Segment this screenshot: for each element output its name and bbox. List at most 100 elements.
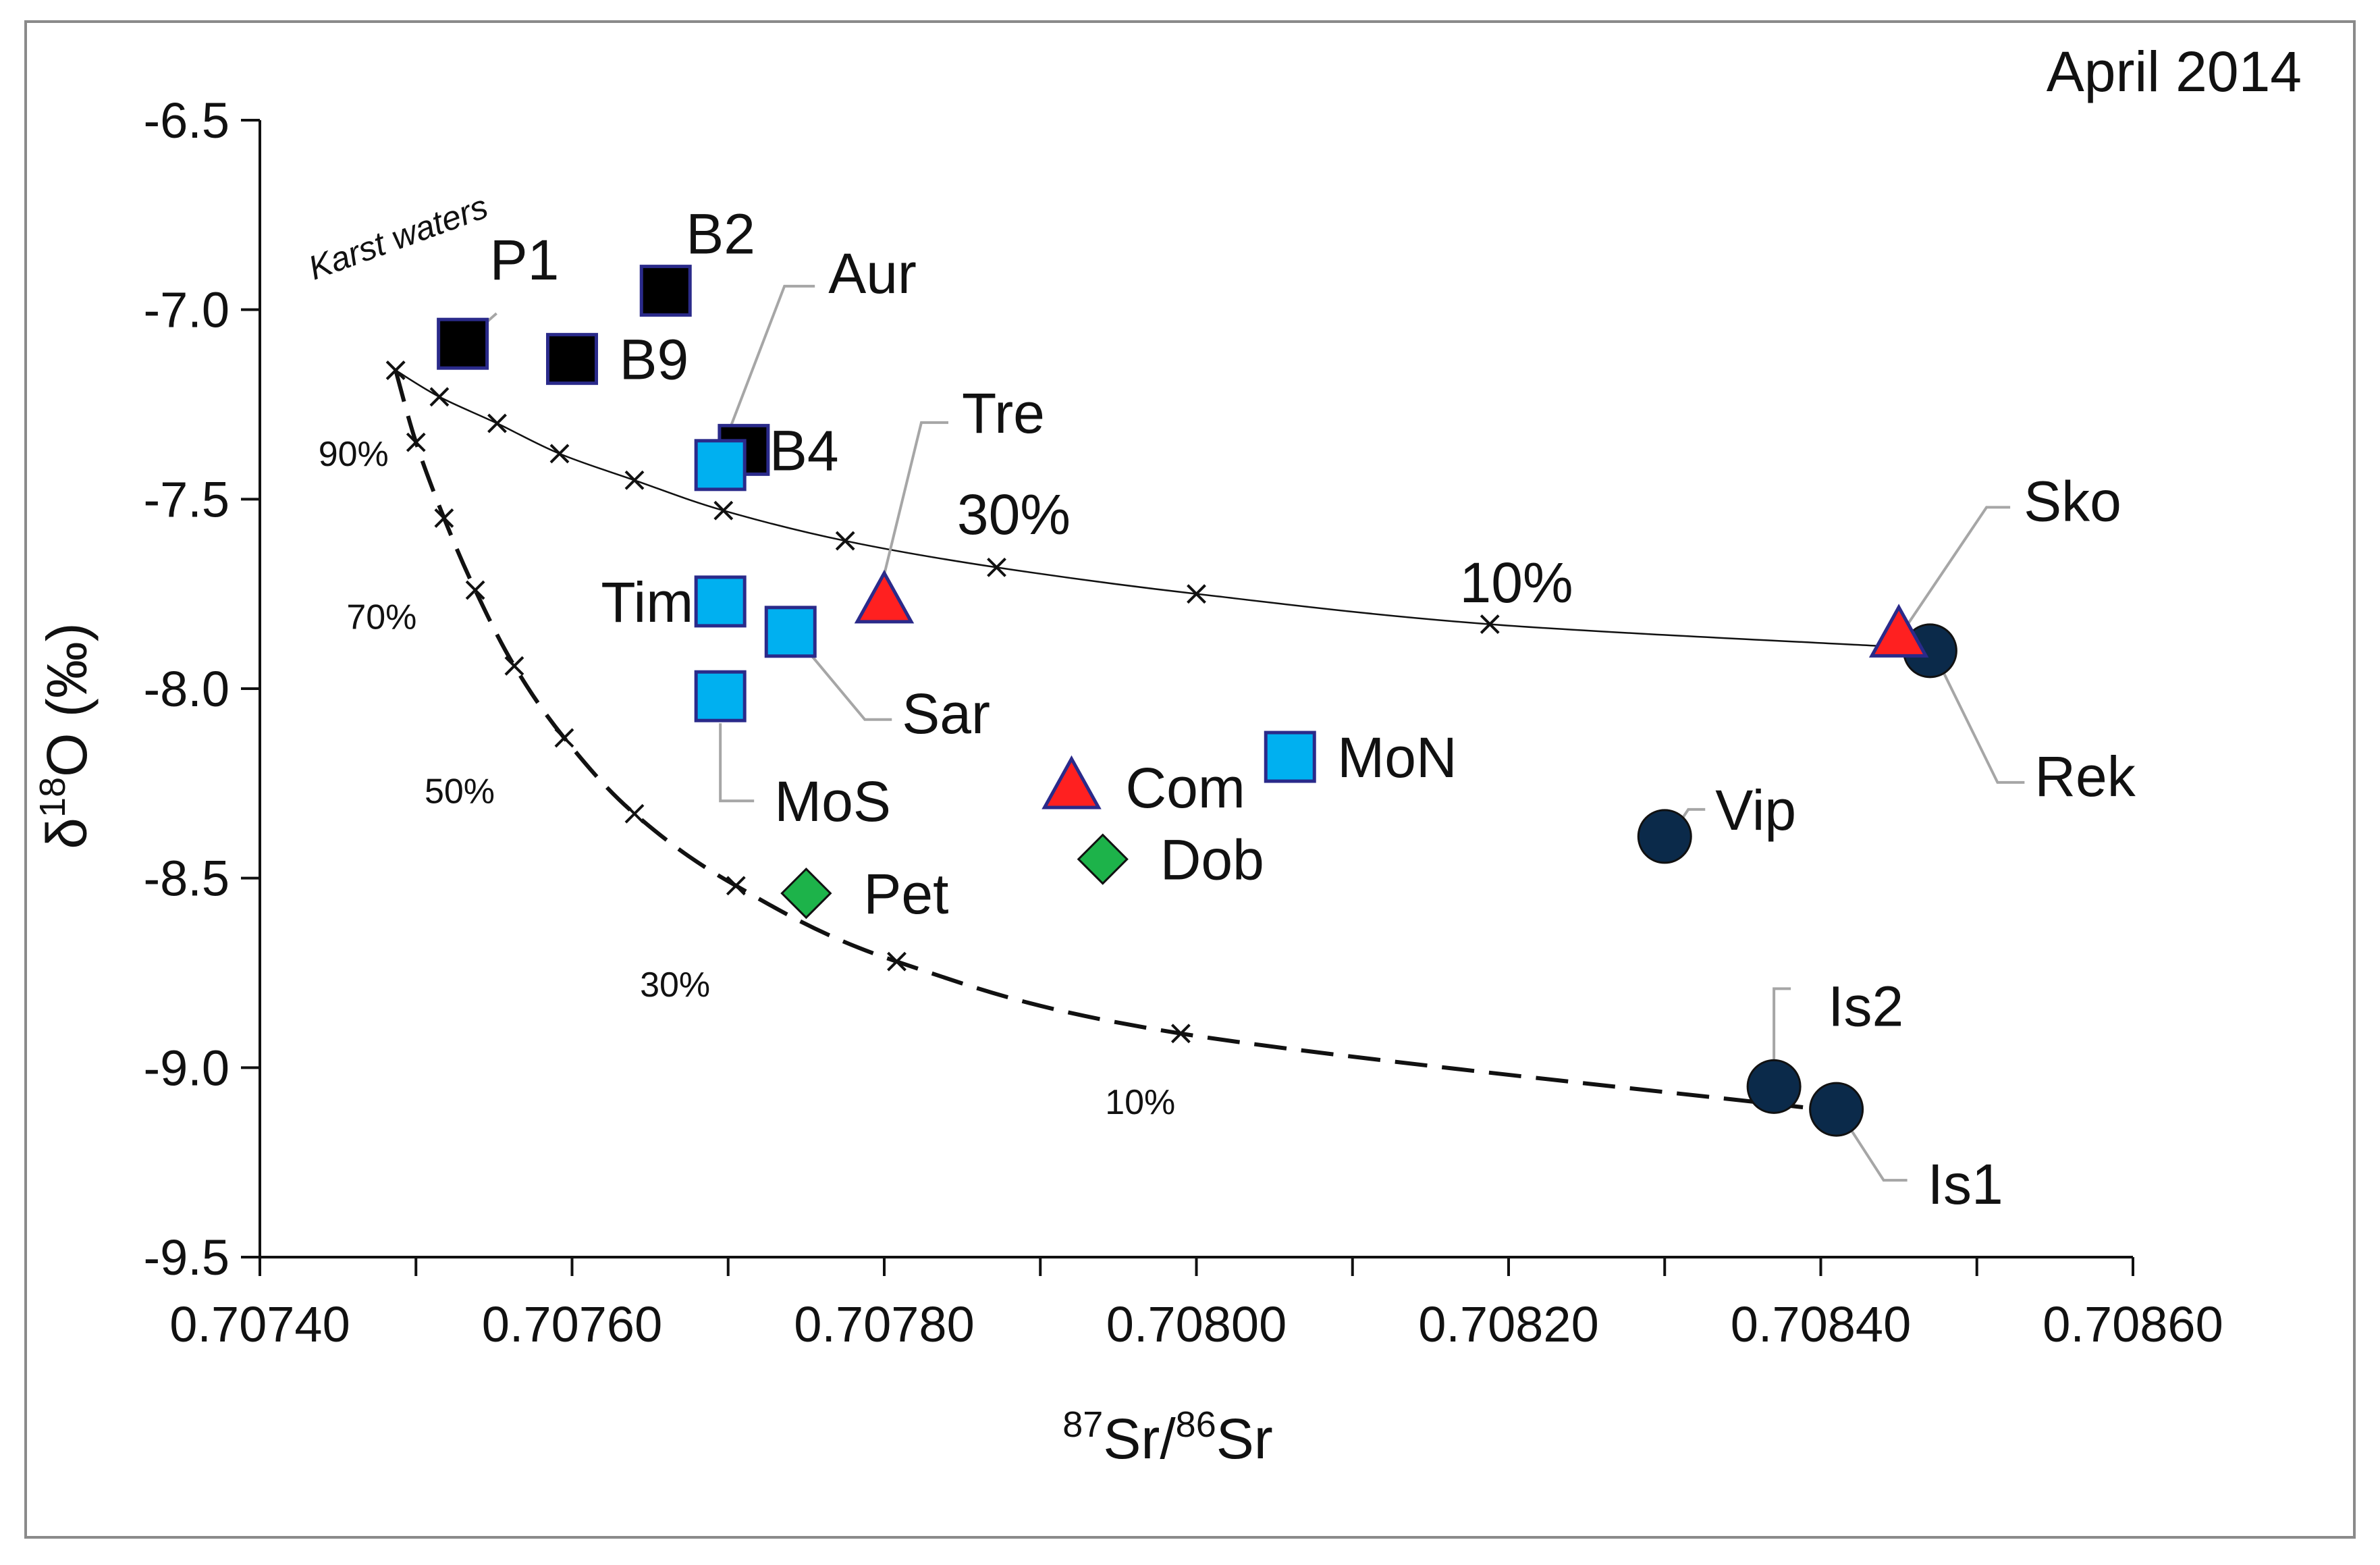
square-marker xyxy=(694,670,747,722)
point-label: Pet xyxy=(863,862,948,926)
square-marker xyxy=(694,575,747,628)
x-tick-label: 0.70760 xyxy=(482,1296,663,1352)
square-marker xyxy=(694,439,747,492)
point-label: B2 xyxy=(686,203,755,266)
mixing-pct-label: 30% xyxy=(640,965,710,1005)
mixing-pct-label: 90% xyxy=(319,435,389,474)
point-label: Is1 xyxy=(1928,1152,2003,1216)
y-tick-label: -8.5 xyxy=(143,851,229,907)
point-label: Sar xyxy=(902,682,990,745)
point-label: Sko xyxy=(2024,469,2121,533)
y-tick-label: -7.0 xyxy=(143,282,229,338)
x-axis-title: 87Sr/86Sr xyxy=(1062,1404,1273,1470)
point-label: B4 xyxy=(769,419,839,482)
chart-title: April 2014 xyxy=(2047,40,2302,103)
x-tick-label: 0.70820 xyxy=(1418,1296,1599,1352)
point-label: Aur xyxy=(828,242,917,305)
diamond-marker xyxy=(1077,833,1129,885)
mixing-marker xyxy=(1187,584,1206,604)
point-label: MoN xyxy=(1337,726,1457,789)
chart-frame xyxy=(24,20,2356,1539)
mixing-marker xyxy=(987,557,1006,577)
mixing-marker xyxy=(1480,614,1500,634)
mixing-marker xyxy=(385,361,406,380)
leader-line xyxy=(803,645,892,721)
point-label: Vip xyxy=(1715,778,1796,842)
x-axis-title-base1: Sr/ xyxy=(1103,1407,1176,1470)
triangle-marker xyxy=(1042,755,1102,810)
point-label: Tre xyxy=(962,381,1045,445)
point-label: Com xyxy=(1126,756,1245,820)
y-tick-label: -7.5 xyxy=(143,471,229,527)
mixing-marker xyxy=(624,803,645,824)
leader-line xyxy=(1939,664,2025,784)
triangle-marker xyxy=(854,569,915,624)
circle-marker xyxy=(1746,1059,1802,1114)
mixing-marker xyxy=(549,444,570,464)
x-axis-title-base2: Sr xyxy=(1216,1407,1273,1470)
leader-lines xyxy=(472,284,2025,1182)
mixing-marker xyxy=(429,387,450,407)
y-tick-label: -6.5 xyxy=(143,92,229,149)
leader-line xyxy=(1904,506,2011,629)
mixing-marker xyxy=(406,432,426,452)
mixing-marker xyxy=(887,951,907,972)
mixing-marker xyxy=(713,500,734,521)
square-marker xyxy=(546,333,598,386)
y-axis-title-sup: 18 xyxy=(32,777,73,818)
mixing-marker xyxy=(1170,1024,1191,1044)
x-axis-title-sup1: 87 xyxy=(1062,1404,1103,1445)
mixing-marker xyxy=(487,413,507,433)
point-label: B9 xyxy=(620,328,689,392)
lower-mixing-curve xyxy=(394,369,1821,1112)
point-label: MoS xyxy=(774,770,891,833)
mixing-marker xyxy=(504,656,524,676)
mixing-marker xyxy=(465,580,485,600)
y-tick-label: -9.5 xyxy=(143,1229,229,1285)
point-label: Tim xyxy=(601,571,693,634)
x-tick-label: 0.70740 xyxy=(169,1296,350,1352)
mixing-pct-label: 30% xyxy=(957,483,1071,546)
leader-line xyxy=(722,284,815,446)
point-label: Dob xyxy=(1160,828,1264,892)
y-axis-title-post: O (‰) xyxy=(35,622,99,777)
leader-line xyxy=(719,723,755,803)
mixing-pct-label: 70% xyxy=(346,598,416,637)
y-axis-title: δ18O (‰) xyxy=(32,622,99,849)
point-label: Is2 xyxy=(1828,974,1903,1038)
data-points xyxy=(437,265,1957,1137)
mixing-marker xyxy=(624,470,645,490)
diamond-marker xyxy=(780,867,832,920)
y-tick-label: -8.0 xyxy=(143,661,229,717)
leader-line xyxy=(883,421,948,575)
axes: -6.5 -7.0 -7.5 -8.0 -8.5 -9.0 -9.5 0.70740 0.707… xyxy=(143,92,2223,1352)
x-tick-label: 0.70780 xyxy=(794,1296,975,1352)
x-tick-label: 0.70860 xyxy=(2043,1296,2223,1352)
leader-line xyxy=(1845,1121,1908,1182)
square-marker xyxy=(1264,731,1316,783)
circle-marker xyxy=(1809,1082,1864,1137)
mixing-marker xyxy=(434,508,454,528)
mixing-marker xyxy=(726,876,746,896)
mixing-pct-label: 50% xyxy=(425,772,495,812)
x-tick-label: 0.70840 xyxy=(1731,1296,1912,1352)
mixing-curves: 90% 70% 30% 10% 50% 30% 10% xyxy=(319,361,1909,1122)
square-marker xyxy=(764,606,817,658)
point-label: Rek xyxy=(2034,745,2136,808)
leader-line xyxy=(1773,987,1791,1060)
point-label: P1 xyxy=(490,228,560,292)
mixing-pct-label: 10% xyxy=(1105,1083,1175,1122)
x-tick-label: 0.70800 xyxy=(1106,1296,1287,1352)
circle-marker xyxy=(1637,809,1692,864)
y-axis-title-pre: δ xyxy=(35,818,99,849)
mixing-marker xyxy=(554,728,574,748)
mixing-marker xyxy=(835,531,855,551)
x-axis-title-sup2: 86 xyxy=(1176,1404,1216,1445)
triangle-marker xyxy=(1868,604,1929,658)
y-tick-label: -9.0 xyxy=(143,1040,229,1096)
square-marker xyxy=(639,265,692,317)
square-marker xyxy=(437,317,489,370)
